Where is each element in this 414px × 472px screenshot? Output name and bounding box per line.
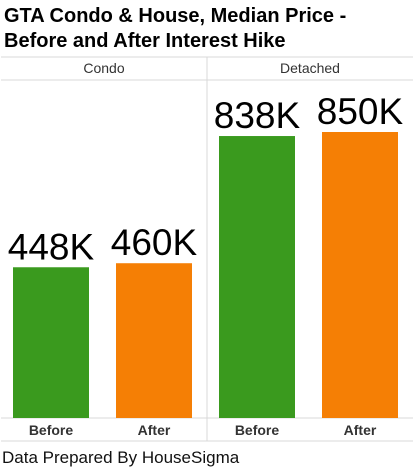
category-label-condo-after: After: [138, 422, 171, 438]
chart-title-line-1: GTA Condo & House, Median Price -: [4, 5, 347, 27]
bar-detached-after: [322, 132, 398, 418]
bar-detached-before: [219, 136, 295, 418]
panel-header-condo: Condo: [83, 60, 124, 76]
data-label-detached-after: 850K: [317, 91, 404, 132]
footer-credit: Data Prepared By HouseSigma: [2, 448, 240, 467]
panel-header-detached: Detached: [280, 60, 340, 76]
data-label-condo-before: 448K: [8, 226, 95, 267]
chart-title-line-2: Before and After Interest Hike: [4, 30, 286, 52]
category-label-condo-before: Before: [29, 422, 74, 438]
category-label-detached-before: Before: [235, 422, 280, 438]
bar-condo-before: [13, 267, 89, 418]
category-label-detached-after: After: [344, 422, 377, 438]
bar-condo-after: [116, 263, 192, 418]
data-label-detached-before: 838K: [214, 95, 301, 136]
data-label-condo-after: 460K: [111, 222, 198, 263]
